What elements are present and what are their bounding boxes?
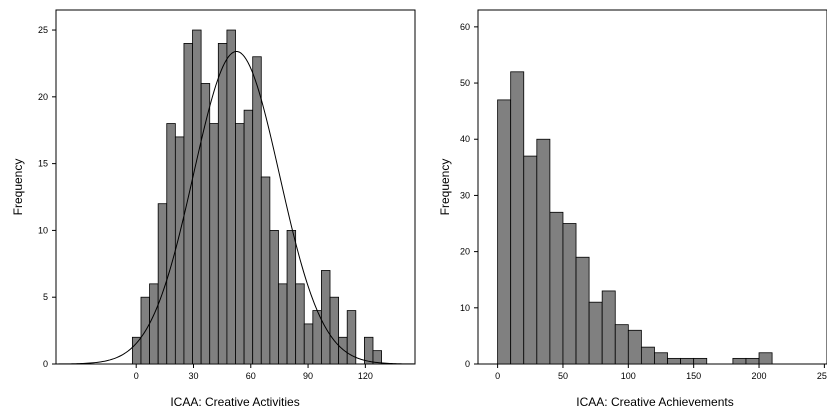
histogram-bar	[243, 109, 254, 365]
histogram-bar	[329, 296, 340, 365]
x-axis-ticks: 0 30 60 90 120	[134, 364, 373, 381]
bar-series	[497, 71, 773, 365]
x-tick-label: 50	[558, 371, 568, 381]
x-axis-label: ICAA: Creative Activities	[170, 395, 299, 409]
histogram-bar	[321, 270, 331, 365]
histogram-bar	[295, 283, 305, 365]
histogram-bar	[200, 83, 211, 365]
x-tick-label: 30	[188, 371, 198, 381]
histogram-bar	[654, 352, 668, 365]
histogram-bar	[278, 283, 288, 365]
histogram-bar	[536, 138, 551, 365]
histogram-bar	[183, 43, 193, 365]
y-tick-label: 20	[38, 92, 48, 102]
y-axis-ticks: 0 5 10 15 20 25	[38, 25, 56, 369]
histogram-bar	[614, 324, 629, 365]
histogram-bar	[758, 352, 773, 365]
histogram-bar	[166, 123, 176, 365]
histogram-bar	[745, 357, 760, 365]
x-axis-label: ICAA: Creative Achievements	[576, 395, 733, 409]
histogram-bar	[732, 357, 747, 365]
histogram-bar	[363, 336, 374, 365]
y-tick-label: 30	[460, 190, 470, 200]
histogram-bar	[303, 323, 314, 365]
y-tick-label: 0	[43, 359, 48, 369]
y-tick-label: 5	[43, 292, 48, 302]
y-axis-label: Frequency	[11, 159, 25, 216]
histogram-bar	[269, 230, 279, 365]
histogram-bar	[523, 155, 538, 365]
histogram-bar	[226, 29, 236, 365]
x-tick-label: 120	[358, 371, 373, 381]
x-tick-label: 0	[495, 371, 500, 381]
histogram-bar	[510, 71, 525, 365]
histogram-bar	[562, 223, 577, 365]
y-tick-label: 15	[38, 159, 48, 169]
histogram-bar	[131, 336, 142, 365]
histogram-bar	[312, 310, 322, 365]
histogram-bar	[667, 357, 682, 365]
histogram-bar	[693, 357, 708, 365]
histogram-bar	[680, 357, 695, 365]
histogram-bar	[497, 99, 512, 365]
histogram-bar	[260, 176, 271, 365]
x-axis-ticks: 0 50 100 150 200 250	[495, 364, 827, 381]
x-tick-label: 250	[817, 371, 827, 381]
y-tick-label: 40	[460, 134, 470, 144]
histogram-bar	[640, 346, 655, 365]
y-tick-label: 60	[460, 22, 470, 32]
x-tick-label: 0	[134, 371, 139, 381]
x-tick-label: 60	[246, 371, 256, 381]
x-tick-label: 150	[686, 371, 701, 381]
histogram-bar	[575, 256, 590, 365]
histogram-bar	[217, 43, 228, 365]
histogram-bar	[627, 329, 642, 365]
histogram-bar	[338, 336, 348, 365]
x-tick-label: 200	[752, 371, 767, 381]
bar-series	[131, 29, 382, 365]
histogram-bar	[346, 310, 357, 365]
histogram-bar	[192, 29, 202, 365]
y-tick-label: 20	[460, 247, 470, 257]
histogram-bar	[209, 123, 219, 365]
histogram-bar	[252, 56, 262, 365]
histogram-bar	[549, 211, 564, 365]
y-axis-label: Frequency	[438, 159, 452, 216]
y-tick-label: 10	[460, 303, 470, 313]
histogram-bar	[174, 136, 185, 365]
y-tick-label: 0	[465, 359, 470, 369]
histogram-bar	[588, 301, 603, 365]
x-tick-label: 100	[621, 371, 636, 381]
histogram-bar	[149, 283, 159, 365]
histogram-bar	[235, 123, 245, 365]
y-tick-label: 25	[38, 25, 48, 35]
y-axis-ticks: 0 10 20 30 40 50 60	[460, 22, 478, 369]
histogram-bar	[372, 350, 382, 365]
normal-curve	[56, 50, 416, 365]
histogram-panel-activities: 0 5 10 15 20 25 0 30 60 90 120 Frequency ICAA: Cr…	[11, 9, 416, 409]
y-tick-label: 50	[460, 78, 470, 88]
histogram-bar	[286, 230, 297, 365]
y-tick-label: 10	[38, 225, 48, 235]
x-tick-label: 90	[303, 371, 313, 381]
histogram-bar	[601, 290, 616, 365]
